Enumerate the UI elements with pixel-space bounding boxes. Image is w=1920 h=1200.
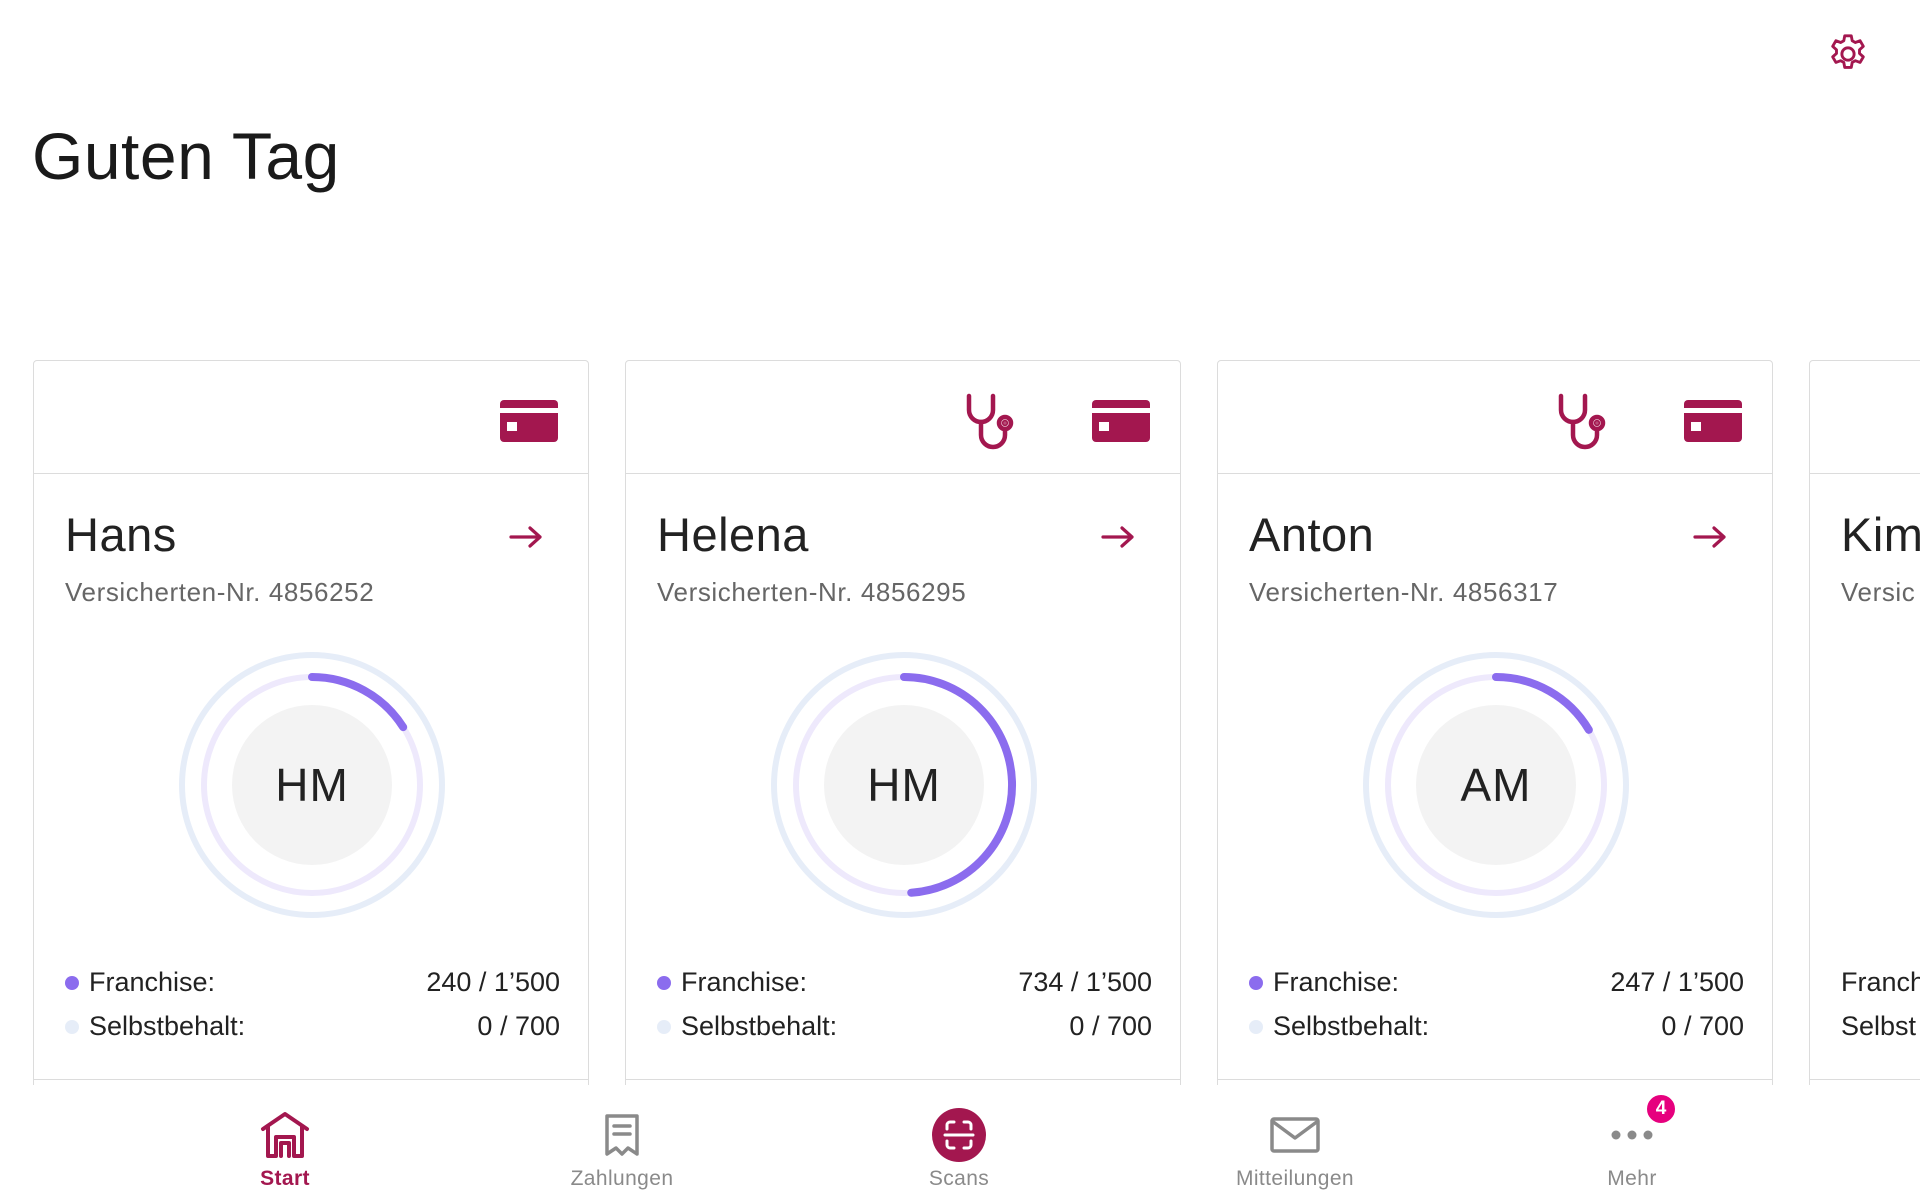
insurance-number: Versicherten-Nr. 4856295 <box>657 577 967 607</box>
arrow-right-icon[interactable] <box>1098 519 1138 555</box>
retention-value: 0 / 700 <box>1661 1011 1744 1041</box>
arrow-right-icon[interactable] <box>506 519 546 555</box>
franchise-legend-dot <box>657 976 671 990</box>
retention-legend-dot <box>1249 1020 1263 1034</box>
arrow-right-icon[interactable] <box>1690 519 1730 555</box>
page-title: Guten Tag <box>32 119 340 193</box>
home-icon <box>259 1111 311 1164</box>
insured-card-helena[interactable]: Helena Versicherten-Nr. 4856295 HM Franc… <box>625 360 1181 1085</box>
franchise-progress-arc <box>900 673 1017 897</box>
retention-row: Selbstbehalt: 0 / 700 <box>1249 1009 1744 1043</box>
person-name: Hans <box>65 508 177 561</box>
franchise-label: Franchise: <box>1273 967 1400 997</box>
deductible-gauge: HM <box>177 650 447 920</box>
deductible-gauge: AM <box>1361 650 1631 920</box>
insurance-card-icon[interactable] <box>1683 391 1743 451</box>
nav-item-mehr[interactable]: 4 Mehr <box>1522 1087 1742 1200</box>
nav-label: Start <box>260 1167 310 1190</box>
card-divider <box>1810 1079 1920 1080</box>
insured-persons-carousel[interactable]: Hans Versicherten-Nr. 4856252 HM Franchi… <box>33 360 1920 1085</box>
stethoscope-icon[interactable] <box>1551 391 1611 455</box>
receipt-icon <box>604 1113 640 1162</box>
franchise-row: Franchise: 734 / 1’500 <box>657 965 1152 999</box>
person-name: Kim <box>1841 508 1920 561</box>
franchise-progress-arc <box>1492 673 1593 734</box>
franchise-legend-dot <box>65 976 79 990</box>
retention-legend-dot <box>657 1020 671 1034</box>
franchise-progress-arc <box>308 673 408 732</box>
card-header <box>1810 361 1920 474</box>
franchise-label: Franch <box>1841 967 1920 997</box>
card-header <box>34 361 588 474</box>
avatar-initials: AM <box>1460 759 1532 811</box>
avatar-initials: HM <box>867 759 941 811</box>
card-divider <box>626 1079 1180 1080</box>
nav-label: Scans <box>928 1167 990 1190</box>
nav-item-mitteilungen[interactable]: Mitteilungen <box>1185 1087 1405 1200</box>
insurance-card-icon[interactable] <box>499 391 559 451</box>
card-header <box>626 361 1180 474</box>
franchise-value: 734 / 1’500 <box>1018 967 1152 997</box>
more-icon <box>1610 1128 1654 1146</box>
card-divider <box>34 1079 588 1080</box>
nav-label: Mitteilungen <box>1235 1167 1355 1190</box>
insured-card-anton[interactable]: Anton Versicherten-Nr. 4856317 AM Franch… <box>1217 360 1773 1085</box>
insurance-number: Versicherten-Nr. 4856317 <box>1249 577 1559 607</box>
franchise-value: 240 / 1’500 <box>426 967 560 997</box>
card-header <box>1218 361 1772 474</box>
stethoscope-icon[interactable] <box>959 391 1019 455</box>
avatar-initials: HM <box>275 759 349 811</box>
nav-item-scans[interactable]: Scans <box>849 1087 1069 1200</box>
nav-item-start[interactable]: Start <box>175 1087 395 1200</box>
franchise-row: Franchise: 247 / 1’500 <box>1249 965 1744 999</box>
insurance-number: Versicherten-Nr. 4856252 <box>65 577 375 607</box>
retention-label: Selbstbehalt: <box>89 1011 246 1041</box>
retention-row: Selbstbehalt: 0 / 700 <box>657 1009 1152 1043</box>
retention-row: Selbst <box>1841 1009 1920 1043</box>
retention-label: Selbstbehalt: <box>1273 1011 1430 1041</box>
franchise-legend-dot <box>1249 976 1263 990</box>
retention-value: 0 / 700 <box>477 1011 560 1041</box>
person-name: Anton <box>1249 508 1375 561</box>
card-divider <box>1218 1079 1772 1080</box>
scan-icon <box>932 1107 986 1167</box>
person-name: Helena <box>657 508 809 561</box>
franchise-label: Franchise: <box>681 967 808 997</box>
gear-icon <box>1825 31 1871 82</box>
retention-row: Selbstbehalt: 0 / 700 <box>65 1009 560 1043</box>
insurance-number: Versic <box>1841 577 1916 607</box>
franchise-row: Franchise: 240 / 1’500 <box>65 965 560 999</box>
notification-badge: 4 <box>1645 1093 1677 1125</box>
nav-label: Mehr <box>1607 1167 1657 1190</box>
retention-value: 0 / 700 <box>1069 1011 1152 1041</box>
retention-legend-dot <box>65 1020 79 1034</box>
insured-card-kim[interactable]: Kim Versic Franch Selbst <box>1809 360 1920 1085</box>
bottom-navigation: Start Zahlungen <box>0 1087 1920 1200</box>
retention-label: Selbstbehalt: <box>681 1011 838 1041</box>
franchise-value: 247 / 1’500 <box>1610 967 1744 997</box>
nav-item-zahlungen[interactable]: Zahlungen <box>512 1087 732 1200</box>
mail-icon <box>1270 1116 1320 1158</box>
nav-label: Zahlungen <box>570 1167 674 1190</box>
franchise-row: Franch <box>1841 965 1920 999</box>
insurance-card-icon[interactable] <box>1091 391 1151 451</box>
insured-card-hans[interactable]: Hans Versicherten-Nr. 4856252 HM Franchi… <box>33 360 589 1085</box>
retention-label: Selbst <box>1841 1011 1917 1041</box>
settings-button[interactable] <box>1822 30 1874 82</box>
franchise-label: Franchise: <box>89 967 216 997</box>
deductible-gauge: HM <box>769 650 1039 920</box>
